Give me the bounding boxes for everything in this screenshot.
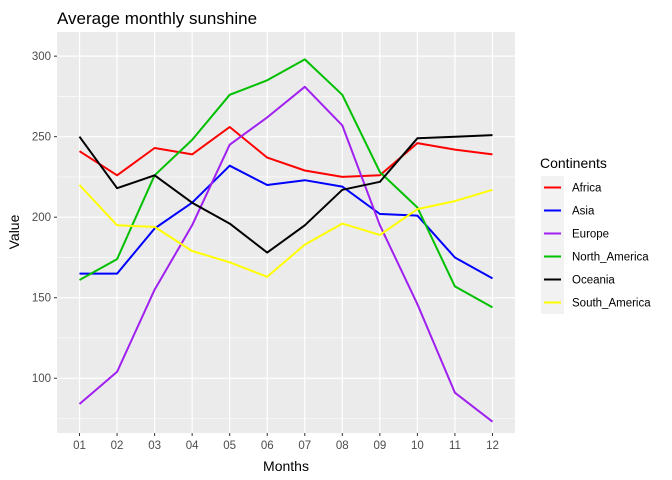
legend-label: Asia xyxy=(572,206,595,218)
y-axis-title: Value xyxy=(6,214,22,249)
chart-title: Average monthly sunshine xyxy=(57,9,257,28)
series-lines xyxy=(78,58,494,423)
x-tick-label: 12 xyxy=(486,440,499,452)
y-tick-label: 200 xyxy=(32,212,51,224)
legend-label: North_America xyxy=(572,252,649,264)
legend-title: Continents xyxy=(540,155,607,171)
y-tick-label: 300 xyxy=(32,51,51,63)
plot-panel xyxy=(57,32,515,433)
series-line-europe xyxy=(78,85,494,423)
y-tick-label: 250 xyxy=(32,132,51,144)
x-tick-label: 09 xyxy=(373,440,386,452)
x-tick-label: 11 xyxy=(449,440,461,452)
y-tick-label: 150 xyxy=(32,293,51,305)
x-tick-label: 02 xyxy=(111,440,124,452)
x-tick-label: 07 xyxy=(298,440,311,452)
x-tick-label: 03 xyxy=(148,440,161,452)
legend-label: Africa xyxy=(572,183,602,195)
legend-label: Oceania xyxy=(572,275,615,287)
x-tick-label: 04 xyxy=(186,440,199,452)
y-axis: 100 150 200 250 300 xyxy=(32,51,57,385)
legend-label: South_America xyxy=(572,298,651,310)
x-tick-label: 08 xyxy=(336,440,349,452)
x-tick-label: 06 xyxy=(261,440,274,452)
x-axis-title: Months xyxy=(263,458,309,474)
y-tick-label: 100 xyxy=(32,373,51,385)
x-tick-label: 10 xyxy=(411,440,424,452)
legend-items: Africa Asia Europe North_America Oceania Sout… xyxy=(541,176,651,314)
x-tick-label: 01 xyxy=(73,440,86,452)
legend-label: Europe xyxy=(572,229,609,241)
series-line-north-america xyxy=(79,58,493,309)
x-tick-label: 05 xyxy=(223,440,236,452)
legend: Continents Africa Asia Europe North_America… xyxy=(540,155,651,314)
series-line-oceania xyxy=(78,134,493,254)
x-axis: 01 02 03 04 05 06 07 08 09 10 11 12 xyxy=(73,433,499,452)
series-line-south-america xyxy=(78,184,493,278)
series-line-africa xyxy=(78,126,493,178)
major-gridlines xyxy=(57,32,515,433)
